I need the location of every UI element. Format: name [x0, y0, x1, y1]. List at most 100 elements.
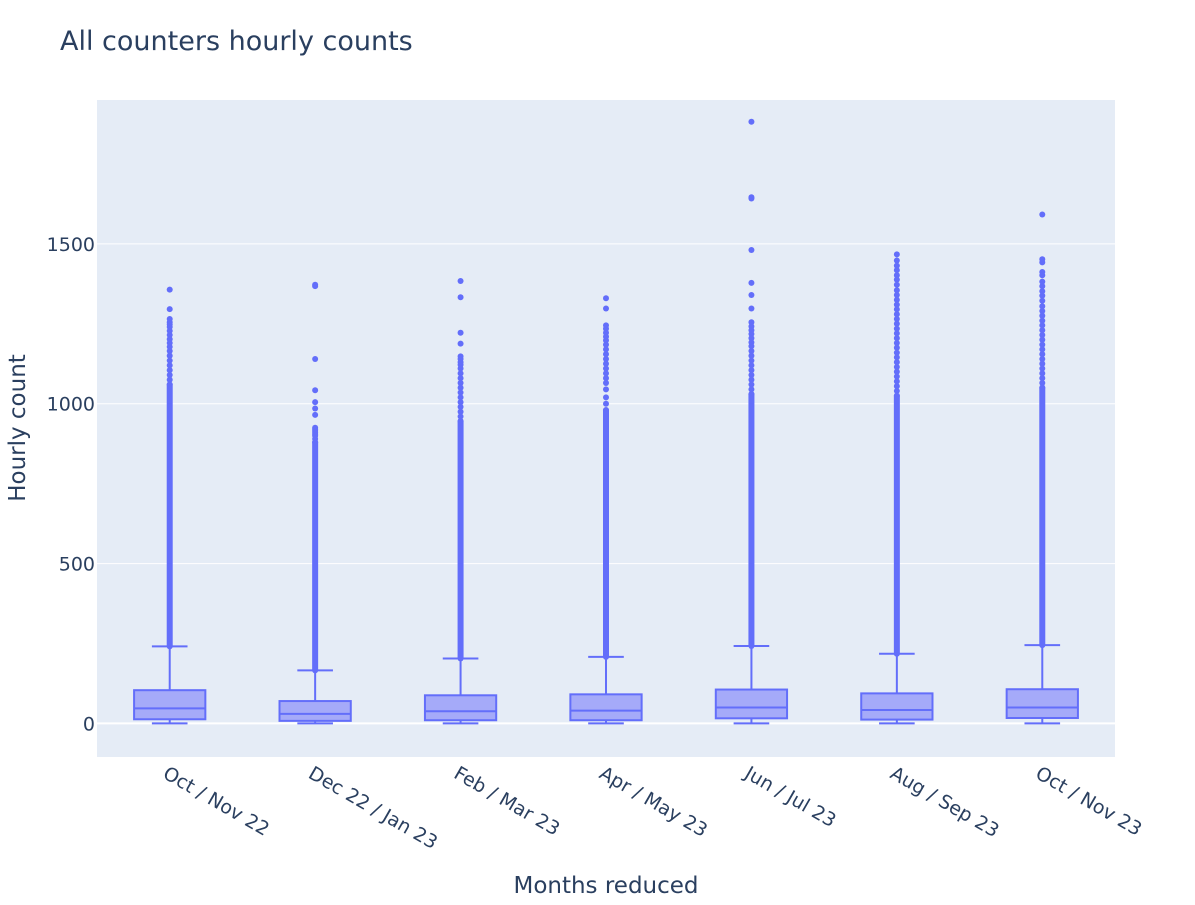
outlier-point — [1039, 259, 1046, 266]
outlier-point — [1039, 283, 1046, 290]
outlier-point — [603, 351, 609, 358]
outlier-point — [893, 251, 900, 258]
outlier-point — [748, 347, 755, 354]
outlier-point — [166, 286, 173, 293]
outlier-point — [748, 343, 755, 350]
boxes — [133, 118, 1079, 725]
outlier-point — [312, 405, 319, 412]
outlier-point — [457, 277, 464, 284]
outlier-point — [457, 394, 464, 401]
outlier-point — [748, 352, 755, 359]
outlier-point — [1039, 341, 1046, 348]
outlier-point — [166, 352, 173, 359]
outlier-point — [748, 376, 755, 383]
outlier-point — [166, 306, 173, 313]
outlier-point — [312, 399, 319, 406]
outlier-point — [893, 296, 900, 303]
outlier-point — [893, 262, 900, 269]
outlier-point — [1039, 297, 1046, 304]
outlier-point — [603, 370, 609, 377]
outlier-point — [893, 368, 900, 375]
outlier-point — [603, 386, 609, 393]
box-trace — [569, 295, 643, 725]
outlier-point — [893, 306, 900, 313]
outlier-point — [1039, 288, 1046, 295]
outlier-point — [457, 365, 464, 372]
outlier-point — [893, 387, 900, 394]
outlier-point — [1039, 292, 1046, 299]
outlier-point — [748, 381, 755, 388]
outlier-point — [1039, 355, 1046, 362]
outlier-point — [457, 294, 464, 301]
iqr-box — [1005, 688, 1079, 719]
outlier-point — [312, 283, 319, 290]
outlier-point — [893, 363, 900, 370]
outlier-point — [893, 267, 900, 274]
outlier-point — [748, 371, 755, 378]
outlier-point — [893, 325, 900, 332]
outlier-point — [457, 375, 464, 382]
outlier-point — [603, 365, 609, 372]
outlier-point — [1039, 327, 1046, 334]
x-axis-title: Months reduced — [513, 873, 698, 899]
iqr-box — [714, 688, 789, 720]
outlier-point — [166, 362, 173, 369]
iqr-box — [569, 693, 643, 722]
outlier-point — [603, 341, 609, 348]
outlier-point — [1039, 360, 1046, 367]
outlier-point — [457, 403, 464, 410]
outlier-point — [603, 305, 609, 312]
outlier-point — [748, 279, 755, 286]
outlier-point — [893, 257, 900, 264]
outlier-point — [748, 362, 755, 369]
iqr-box — [278, 700, 352, 722]
outlier-point — [1039, 211, 1046, 218]
outlier-point — [603, 355, 609, 362]
outlier-point — [893, 359, 900, 366]
outlier-point — [893, 378, 900, 385]
outlier-point — [166, 347, 173, 354]
outlier-point — [166, 343, 173, 350]
outlier-point — [457, 408, 464, 415]
outlier-point — [1039, 308, 1046, 315]
outlier-point — [748, 305, 755, 312]
box-trace — [860, 251, 934, 725]
outlier-point — [893, 287, 900, 294]
outlier-point — [748, 118, 755, 125]
outlier-point — [748, 246, 755, 253]
outlier-point — [457, 399, 464, 406]
outlier-point — [166, 327, 173, 334]
outlier-point — [1039, 375, 1046, 382]
outlier-point — [893, 373, 900, 380]
y-tick-label: 1000 — [47, 394, 95, 416]
outlier-point — [457, 413, 464, 420]
outlier-point — [166, 367, 173, 374]
outlier-point — [457, 370, 464, 377]
iqr-box — [860, 692, 934, 721]
box-trace — [278, 281, 352, 725]
outlier-point — [1039, 272, 1046, 279]
box-trace — [714, 118, 789, 725]
outlier-point — [748, 195, 755, 202]
outlier-point — [457, 340, 464, 347]
outlier-point — [1039, 351, 1046, 358]
iqr-box — [133, 689, 207, 721]
outlier-point — [893, 301, 900, 308]
outlier-point — [1039, 322, 1046, 329]
iqr-box — [423, 694, 498, 722]
y-axis-title: Hourly count — [5, 354, 31, 502]
y-tick-label: 0 — [83, 713, 95, 735]
outlier-point — [893, 339, 900, 346]
outlier-point — [748, 331, 755, 338]
outlier-point — [1039, 379, 1046, 386]
outlier-point — [457, 379, 464, 386]
outlier-point — [166, 371, 173, 378]
outlier-point — [1039, 312, 1046, 319]
outlier-point — [603, 375, 609, 382]
outlier-point — [893, 276, 900, 283]
outlier-point — [166, 331, 173, 338]
outlier-point — [748, 386, 755, 393]
outlier-point — [893, 335, 900, 342]
outlier-point — [1039, 278, 1046, 285]
outlier-point — [893, 311, 900, 318]
